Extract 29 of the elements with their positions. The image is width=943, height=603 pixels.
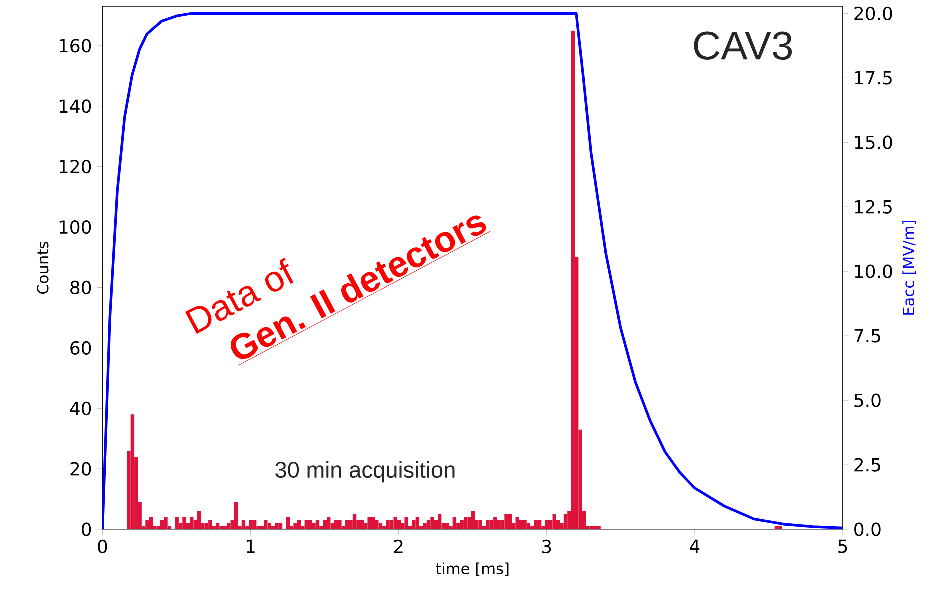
y-tick-label: 100 (60, 220, 92, 234)
x-tick-label: 3 (542, 540, 552, 554)
x-tick-label: 0 (98, 540, 108, 554)
y-tick-label: 120 (60, 160, 92, 174)
annotation: 30 min acquisition (276, 462, 455, 483)
x-axis-title: time [ms] (436, 562, 509, 576)
y-tick-label: 80 (70, 280, 92, 295)
y-tick-label: 140 (60, 100, 92, 114)
y-tick-label: 40 (70, 402, 92, 416)
x-tick-label: 2 (394, 540, 403, 554)
y2-tick-label: 10.0 (855, 264, 892, 278)
x-tick-label: 4 (690, 540, 700, 554)
y2-axis-title: Eacc [MV/m] (902, 221, 916, 315)
y-tick-label: 160 (60, 39, 92, 53)
y2-tick-label: 15.0 (855, 136, 892, 150)
x-tick-label: 5 (838, 540, 848, 554)
y-tick-label: 20 (70, 462, 92, 476)
y2-tick-label: 7.5 (854, 329, 880, 343)
y-axis-title: Counts (37, 242, 49, 294)
y-tick-label: 0 (82, 522, 92, 536)
y-tick-label: 60 (70, 341, 92, 356)
y2-tick-label: 12.5 (855, 200, 892, 214)
y2-tick-label: 17.5 (855, 71, 892, 85)
y2-tick-label: 2.5 (854, 458, 880, 472)
y2-tick-label: 20.0 (854, 6, 892, 20)
y2-tick-label: 5.0 (854, 394, 881, 408)
y2-tick-label: 0.0 (854, 522, 881, 536)
x-tick-label: 1 (247, 540, 255, 554)
annotation: CAV3 (694, 32, 792, 60)
